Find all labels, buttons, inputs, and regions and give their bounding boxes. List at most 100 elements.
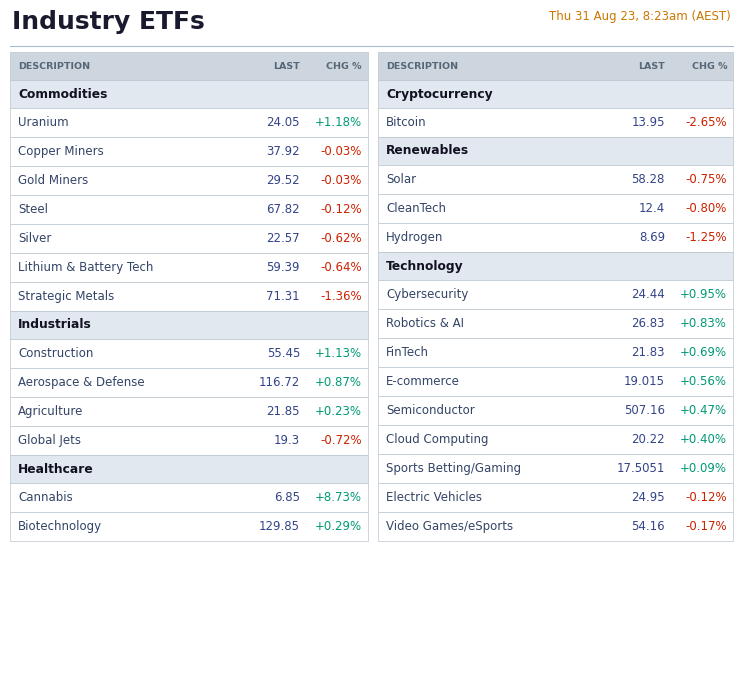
Bar	[378, 280, 733, 309]
Text: +0.56%: +0.56%	[680, 375, 727, 388]
Text: 8.69: 8.69	[639, 231, 665, 244]
Bar	[378, 194, 733, 223]
Text: Steel: Steel	[18, 203, 48, 216]
Text: 37.92: 37.92	[267, 145, 300, 158]
Text: Cloud Computing: Cloud Computing	[386, 433, 488, 446]
Text: Cryptocurrency: Cryptocurrency	[386, 88, 493, 100]
Text: Industry ETFs: Industry ETFs	[12, 10, 205, 34]
Bar	[378, 80, 733, 108]
Text: -1.25%: -1.25%	[685, 231, 727, 244]
Bar	[10, 455, 368, 483]
Text: Copper Miners: Copper Miners	[18, 145, 104, 158]
Text: Hydrogen: Hydrogen	[386, 231, 444, 244]
Bar	[10, 483, 368, 512]
Text: 21.85: 21.85	[267, 405, 300, 418]
Text: -0.17%: -0.17%	[685, 520, 727, 533]
Text: Renewables: Renewables	[386, 144, 469, 158]
Text: 17.5051: 17.5051	[617, 462, 665, 475]
Bar	[378, 512, 733, 541]
Text: Aerospace & Defense: Aerospace & Defense	[18, 376, 145, 389]
Text: Bitcoin: Bitcoin	[386, 116, 426, 129]
Text: +1.13%: +1.13%	[315, 347, 362, 360]
Text: +0.40%: +0.40%	[680, 433, 727, 446]
Bar	[378, 108, 733, 137]
Bar	[378, 165, 733, 194]
Text: FinTech: FinTech	[386, 346, 429, 359]
Text: 59.39: 59.39	[267, 261, 300, 274]
Text: 13.95: 13.95	[632, 116, 665, 129]
Text: LAST: LAST	[273, 61, 300, 71]
Text: 19.3: 19.3	[274, 434, 300, 447]
Bar	[378, 309, 733, 338]
Text: +0.29%: +0.29%	[315, 520, 362, 533]
Text: 24.44: 24.44	[632, 288, 665, 301]
Text: 67.82: 67.82	[267, 203, 300, 216]
Text: Cybersecurity: Cybersecurity	[386, 288, 468, 301]
Bar	[10, 52, 368, 80]
Text: -0.03%: -0.03%	[321, 145, 362, 158]
Bar	[10, 339, 368, 368]
Text: Cannabis: Cannabis	[18, 491, 73, 504]
Text: Gold Miners: Gold Miners	[18, 174, 88, 187]
Text: 24.05: 24.05	[267, 116, 300, 129]
Text: DESCRIPTION: DESCRIPTION	[386, 61, 458, 71]
Text: LAST: LAST	[638, 61, 665, 71]
Text: -1.36%: -1.36%	[320, 290, 362, 303]
Text: 54.16: 54.16	[632, 520, 665, 533]
Text: +0.23%: +0.23%	[315, 405, 362, 418]
Text: -0.12%: -0.12%	[685, 491, 727, 504]
Text: +0.95%: +0.95%	[680, 288, 727, 301]
Text: Sports Betting/Gaming: Sports Betting/Gaming	[386, 462, 521, 475]
Bar	[378, 483, 733, 512]
Text: 58.28: 58.28	[632, 173, 665, 186]
Bar	[10, 426, 368, 455]
Bar	[10, 253, 368, 282]
Text: -0.64%: -0.64%	[320, 261, 362, 274]
Text: E-commerce: E-commerce	[386, 375, 460, 388]
Text: 21.83: 21.83	[632, 346, 665, 359]
Text: Construction: Construction	[18, 347, 94, 360]
Text: Lithium & Battery Tech: Lithium & Battery Tech	[18, 261, 153, 274]
Text: -0.03%: -0.03%	[321, 174, 362, 187]
Text: Solar: Solar	[386, 173, 416, 186]
Text: +0.87%: +0.87%	[315, 376, 362, 389]
Bar	[378, 223, 733, 252]
Bar	[378, 425, 733, 454]
Text: 129.85: 129.85	[259, 520, 300, 533]
Text: -0.72%: -0.72%	[320, 434, 362, 447]
Text: +0.83%: +0.83%	[680, 317, 727, 330]
Bar	[10, 195, 368, 224]
Bar	[10, 108, 368, 137]
Text: +1.18%: +1.18%	[315, 116, 362, 129]
Text: Semiconductor: Semiconductor	[386, 404, 475, 417]
Text: 116.72: 116.72	[259, 376, 300, 389]
Text: 19.015: 19.015	[624, 375, 665, 388]
Text: +8.73%: +8.73%	[315, 491, 362, 504]
Text: Technology: Technology	[386, 259, 464, 272]
Text: Electric Vehicles: Electric Vehicles	[386, 491, 482, 504]
Text: 12.4: 12.4	[639, 202, 665, 215]
Text: 507.16: 507.16	[624, 404, 665, 417]
Text: -2.65%: -2.65%	[685, 116, 727, 129]
Bar	[10, 166, 368, 195]
Text: 20.22: 20.22	[632, 433, 665, 446]
Text: Video Games/eSports: Video Games/eSports	[386, 520, 513, 533]
Text: 26.83: 26.83	[632, 317, 665, 330]
Bar	[10, 368, 368, 397]
Text: CHG %: CHG %	[326, 61, 362, 71]
Text: -0.62%: -0.62%	[320, 232, 362, 245]
Text: +0.69%: +0.69%	[680, 346, 727, 359]
Text: Commodities: Commodities	[18, 88, 108, 100]
Text: 71.31: 71.31	[267, 290, 300, 303]
Bar	[378, 396, 733, 425]
Text: +0.09%: +0.09%	[680, 462, 727, 475]
Text: Silver: Silver	[18, 232, 51, 245]
Text: Biotechnology: Biotechnology	[18, 520, 102, 533]
Text: Agriculture: Agriculture	[18, 405, 83, 418]
Text: -0.80%: -0.80%	[686, 202, 727, 215]
Text: -0.12%: -0.12%	[320, 203, 362, 216]
Bar	[378, 52, 733, 80]
Text: 6.85: 6.85	[274, 491, 300, 504]
Text: CHG %: CHG %	[692, 61, 727, 71]
Bar	[10, 397, 368, 426]
